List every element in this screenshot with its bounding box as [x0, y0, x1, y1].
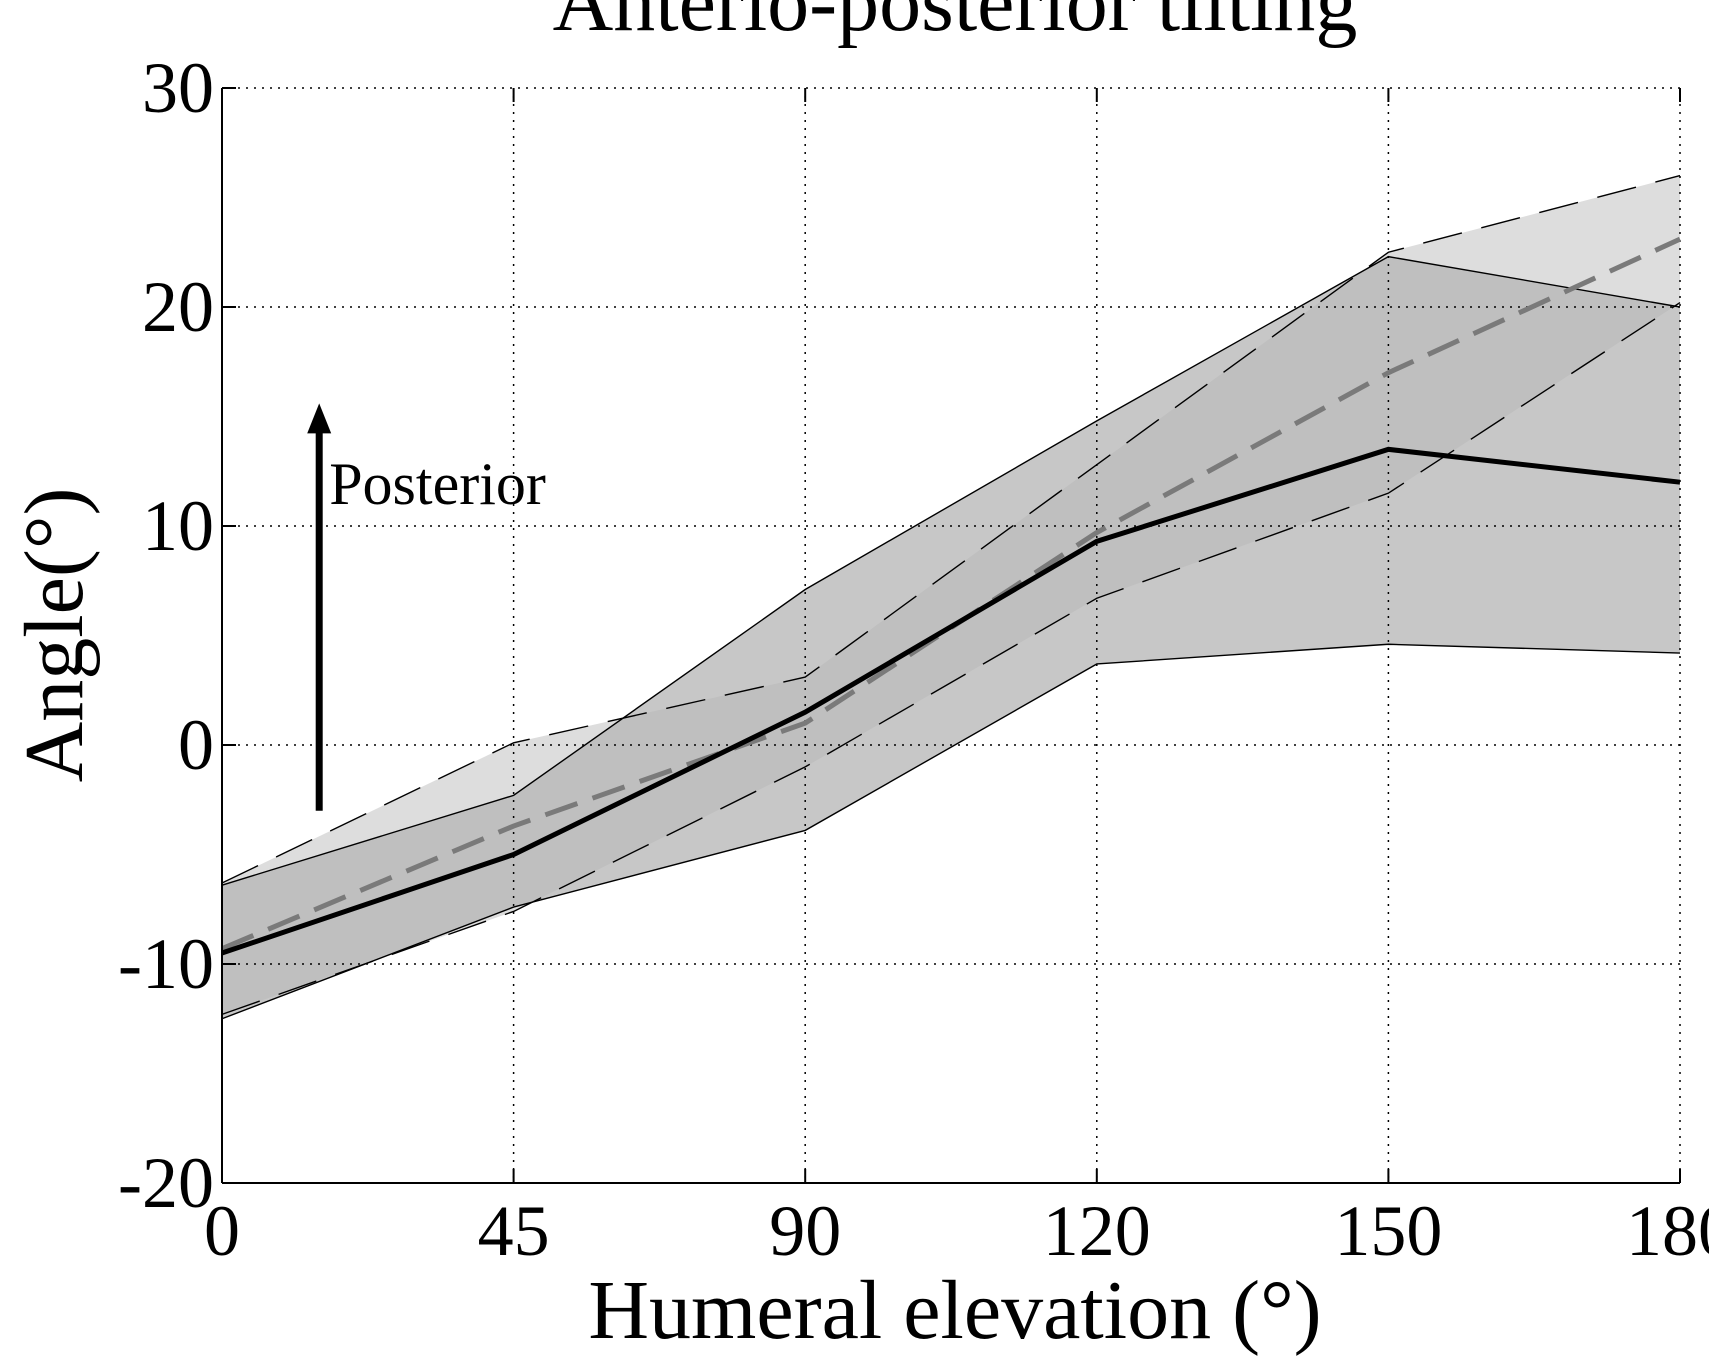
x-tick-label: 120 [1043, 1191, 1151, 1271]
annotation-arrow-head [307, 403, 332, 434]
series-lines [221, 236, 1682, 956]
y-tick-label: 0 [178, 705, 214, 785]
x-tick-label: 90 [769, 1191, 841, 1271]
grid-lines [222, 87, 1681, 1183]
x-tick-label: 45 [478, 1191, 550, 1271]
mean-line-series-2 [221, 236, 1682, 951]
y-axis-label: Angle(°) [8, 488, 101, 783]
x-tick-label: 150 [1334, 1191, 1442, 1271]
y-tick-label: 10 [142, 486, 214, 566]
band-edge-upper-series-2 [221, 174, 1681, 884]
x-tick-label: 0 [204, 1191, 240, 1271]
y-tick-label: -10 [118, 924, 214, 1004]
x-axis-label: Humeral elevation (°) [588, 1264, 1321, 1357]
x-tick-label: 180 [1626, 1191, 1709, 1271]
y-tick-label: 30 [142, 48, 214, 128]
y-tick-label: -20 [118, 1143, 214, 1223]
tick-labels: 0 45 90 120 150 180 -20 -10 0 10 20 30 [118, 48, 1709, 1271]
annotation-label: Posterior [329, 451, 546, 517]
axes [221, 87, 1681, 1184]
chart-title: Anterio-posterior tilting [553, 0, 1358, 49]
mean-line-series-1 [221, 446, 1681, 956]
y-tick-label: 20 [142, 267, 214, 347]
band-edge-lower-series-1 [221, 643, 1681, 1020]
band-series-1 [222, 256, 1680, 1019]
posterior-annotation: Posterior [307, 403, 546, 811]
band-edge-lower-series-2 [221, 302, 1681, 1016]
confidence-bands [221, 174, 1681, 1020]
band-edge-upper-series-1 [221, 255, 1681, 886]
